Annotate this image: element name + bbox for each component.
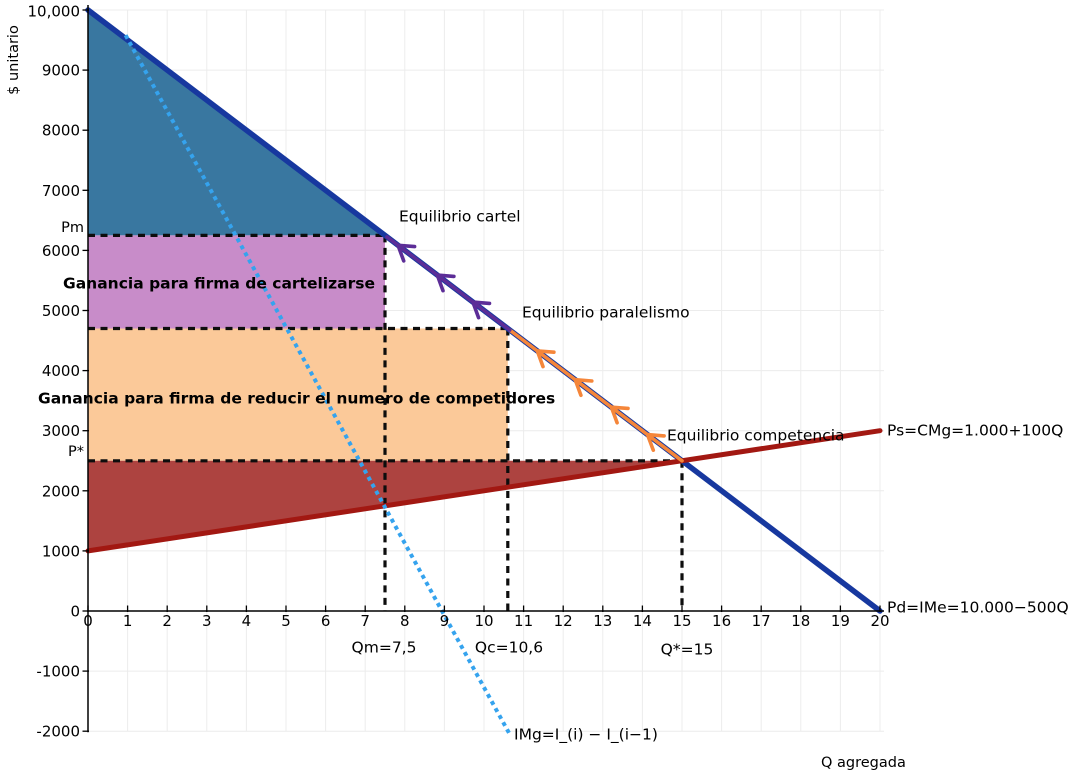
x-tick-label: 2 <box>162 612 172 630</box>
x-tick-label: 11 <box>514 612 533 630</box>
arrow-chevron <box>435 273 456 293</box>
x-tick-label: 20 <box>870 612 889 630</box>
x-tick-label: 4 <box>242 612 252 630</box>
x-tick-label: 14 <box>633 612 652 630</box>
y-tick-label: 7000 <box>42 182 80 200</box>
arrow-chevron <box>609 405 630 425</box>
x-tick-label: 10 <box>474 612 493 630</box>
arrow-shaft <box>385 235 512 332</box>
y-tick-label: 6000 <box>42 242 80 260</box>
label-pm: Pm <box>61 220 84 236</box>
label-ganancia-reducir: Ganancia para firma de reducir el numero… <box>38 390 555 408</box>
x-tick-label: 13 <box>593 612 612 630</box>
x-tick-label: 3 <box>202 612 212 630</box>
supply-line <box>85 428 883 554</box>
x-tick-label: 9 <box>440 612 450 630</box>
arrow-chevron <box>471 300 492 320</box>
y-tick-label: -1000 <box>36 663 80 681</box>
x-tick-label: 0 <box>83 612 93 630</box>
label-x-axis: Q agregada <box>821 755 906 771</box>
label-supply-equation: Ps=CMg=1.000+100Q <box>887 422 1063 440</box>
y-tick-label: 3000 <box>42 422 80 440</box>
x-tick-label: 17 <box>752 612 771 630</box>
x-tick-label: 19 <box>831 612 850 630</box>
label-equilibrio-competencia: Equilibrio competencia <box>667 427 845 445</box>
label-pstar: P* <box>68 444 84 460</box>
x-tick-label: 12 <box>554 612 573 630</box>
arrow-chevron <box>535 349 556 369</box>
arrow-chevron <box>396 243 417 263</box>
x-tick-label: 7 <box>360 612 370 630</box>
label-y-axis: $ unitario <box>6 25 22 95</box>
y-tick-label: 0 <box>70 603 80 621</box>
marginal-revenue-line <box>123 34 512 736</box>
y-tick-label: -2000 <box>36 723 80 741</box>
arrow-paralelismo-to-cartel <box>385 235 512 332</box>
label-ganancia-cartel: Ganancia para firma de cartelizarse <box>63 275 375 293</box>
y-tick-label: 10,000 <box>28 3 81 21</box>
y-tick-label: 9000 <box>42 62 80 80</box>
x-tick-label: 16 <box>712 612 731 630</box>
label-qc: Qc=10,6 <box>475 639 543 657</box>
x-tick-label: 8 <box>400 612 410 630</box>
y-tick-label: 5000 <box>42 302 80 320</box>
x-tick-label: 15 <box>672 612 691 630</box>
y-tick-label: 2000 <box>42 482 80 500</box>
label-demand-equation: Pd=IMe=10.000−500Q <box>887 599 1069 617</box>
region-ganancia-reducir-competidores <box>88 328 508 461</box>
arrow-chevron <box>645 432 666 453</box>
label-equilibrio-paralelismo: Equilibrio paralelismo <box>522 304 690 322</box>
axis-ticks <box>82 9 881 732</box>
arrow-competencia-to-paralelismo <box>507 328 684 463</box>
x-tick-label: 6 <box>321 612 331 630</box>
label-qstar: Q*=15 <box>661 641 714 659</box>
label-equilibrio-cartel: Equilibrio cartel <box>399 208 521 226</box>
label-qm: Qm=7,5 <box>352 639 417 657</box>
x-tick-label: 1 <box>123 612 133 630</box>
y-tick-label: 8000 <box>42 122 80 140</box>
y-tick-label: 1000 <box>42 542 80 560</box>
x-tick-label: 18 <box>791 612 810 630</box>
arrow-chevron <box>573 377 594 398</box>
guide-lines <box>88 233 684 611</box>
label-img-equation: IMg=I_(i) − I_(i−1) <box>514 726 658 745</box>
region-ganancia-cartelizarse <box>88 235 385 329</box>
x-tick-label: 5 <box>281 612 291 630</box>
y-tick-label: 4000 <box>42 362 80 380</box>
